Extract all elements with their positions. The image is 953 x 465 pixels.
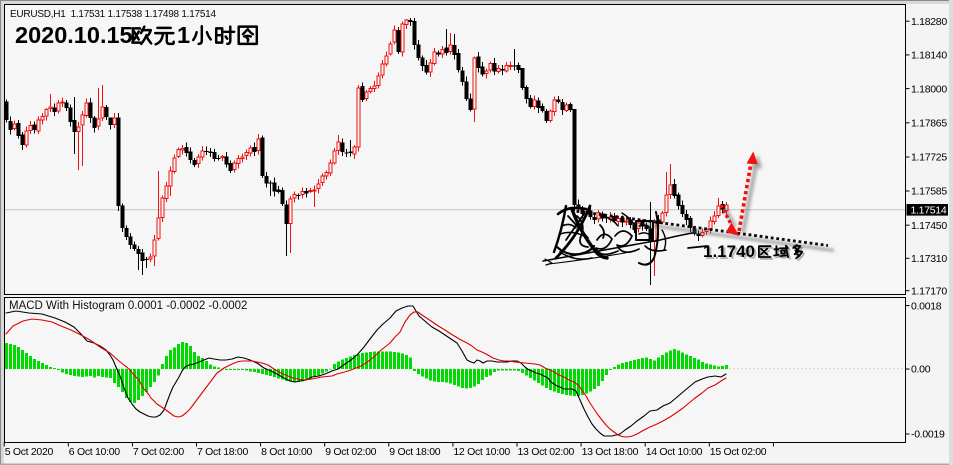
svg-text:1.17725: 1.17725 [911,152,947,164]
svg-text:1.1740: 1.1740 [703,242,755,261]
svg-text:1.17170: 1.17170 [911,285,947,297]
svg-text:1.1740: 1.1740 [705,244,757,263]
svg-text:7 Oct 18:00: 7 Oct 18:00 [197,446,248,458]
svg-text:14 Oct 10:00: 14 Oct 10:00 [646,446,703,458]
svg-text:9 Oct 18:00: 9 Oct 18:00 [389,446,440,458]
svg-text:0.0018: 0.0018 [911,300,942,312]
svg-text:12 Oct 10:00: 12 Oct 10:00 [453,446,510,458]
svg-text:1: 1 [177,22,190,48]
svg-text:9 Oct 02:00: 9 Oct 02:00 [325,446,376,458]
svg-text:-0.0019: -0.0019 [911,429,945,441]
svg-text:1.17865: 1.17865 [911,118,947,130]
svg-text:1.18000: 1.18000 [911,83,947,95]
svg-text:2020.10.15: 2020.10.15 [15,22,133,48]
svg-text:1.18140: 1.18140 [911,50,947,62]
svg-text:EURUSD,H1 1.17531 1.17538 1.1: EURUSD,H1 1.17531 1.17538 1.17498 1.1751… [10,9,216,20]
svg-text:1.17450: 1.17450 [911,220,947,232]
svg-text:7 Oct 02:00: 7 Oct 02:00 [133,446,184,458]
svg-text:5 Oct 2020: 5 Oct 2020 [5,446,54,458]
svg-text:MACD With Histogram 0.0001 -0.: MACD With Histogram 0.0001 -0.0002 -0.00… [9,300,247,312]
svg-text:1.18280: 1.18280 [911,16,947,28]
svg-text:13 Oct 02:00: 13 Oct 02:00 [518,446,575,458]
svg-text:15 Oct 02:00: 15 Oct 02:00 [710,446,767,458]
svg-text:13 Oct 18:00: 13 Oct 18:00 [582,446,639,458]
svg-text:1.17514: 1.17514 [911,205,947,217]
svg-text:1.17585: 1.17585 [911,186,947,198]
svg-text:8 Oct 10:00: 8 Oct 10:00 [261,446,312,458]
svg-text:1.17310: 1.17310 [911,253,947,265]
svg-text:6 Oct 10:00: 6 Oct 10:00 [69,446,120,458]
svg-text:0.00: 0.00 [911,364,931,376]
